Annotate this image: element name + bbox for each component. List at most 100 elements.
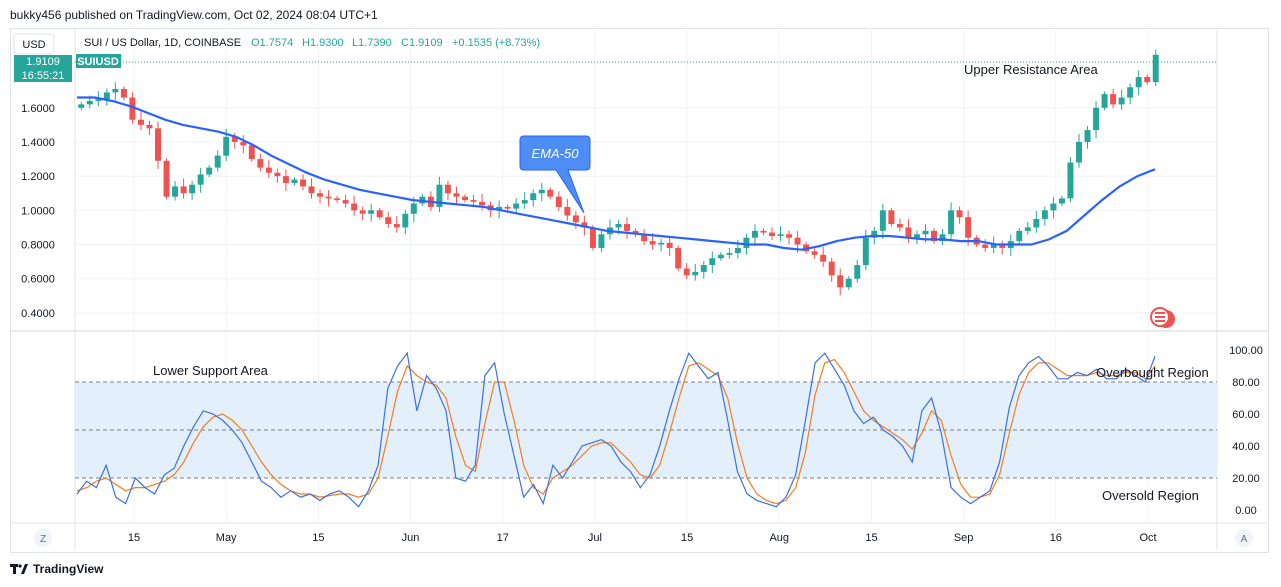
ohlc-change: +0.1535 (+8.73%): [452, 37, 540, 49]
ticker-label: SUIUSD: [77, 56, 119, 68]
bar-countdown: 16:55:21: [22, 70, 65, 82]
candle-body: [820, 254, 827, 262]
chart-frame[interactable]: [10, 28, 1269, 553]
currency-button-box[interactable]: [13, 33, 55, 55]
time-tick-label: 15: [128, 532, 140, 544]
stoch-tick-label: 40.00: [1232, 441, 1260, 453]
candle-body: [78, 104, 85, 108]
candle-body: [248, 145, 255, 160]
candle-body: [641, 234, 648, 242]
time-tick-label: 17: [497, 532, 509, 544]
candle-body: [564, 206, 571, 216]
candle-body: [862, 237, 869, 266]
candle-body: [743, 237, 750, 248]
auto-scale-button[interactable]: A: [1241, 534, 1248, 545]
time-tick-label: 15: [312, 532, 324, 544]
candle-body: [470, 200, 477, 202]
price-tick-label: 1.4000: [21, 137, 55, 149]
candle-body: [410, 203, 417, 214]
candle-body: [1135, 77, 1142, 88]
time-tick-label: 15: [681, 532, 693, 544]
candle-body: [615, 224, 622, 228]
candle-body: [103, 92, 110, 100]
candle-body: [700, 265, 707, 272]
candle-body: [1050, 203, 1057, 211]
time-tick-label: Jul: [588, 532, 602, 544]
candle-body: [598, 234, 605, 248]
candle-body: [299, 179, 306, 187]
ohlc-open: O1.7574: [251, 37, 293, 49]
price-label-box: [14, 55, 72, 82]
candle-body: [496, 206, 503, 211]
candle-body: [572, 215, 579, 223]
candle-body: [112, 88, 119, 93]
candle-body: [982, 244, 989, 248]
candle-body: [794, 237, 801, 245]
candle-body: [948, 210, 955, 235]
zoom-button-bg[interactable]: [34, 529, 52, 547]
candle-body: [845, 278, 852, 288]
stoch-tick-label: 80.00: [1232, 377, 1260, 389]
price-tick-label: 1.0000: [21, 205, 55, 217]
candle-body: [146, 124, 153, 129]
candle-body: [95, 99, 102, 101]
candle-body: [351, 203, 358, 211]
stoch-d-line: [76, 358, 1156, 505]
time-tick-label: 15: [865, 532, 877, 544]
candle-body: [675, 247, 682, 269]
candle-body: [990, 244, 997, 248]
currency-button[interactable]: USD: [22, 39, 45, 51]
candles: [78, 49, 1159, 296]
candle-body: [922, 230, 929, 235]
candle-body: [137, 119, 144, 125]
candle-body: [1144, 77, 1151, 83]
candle-body: [530, 193, 537, 201]
stoch-k-line: [76, 351, 1156, 508]
zoom-button[interactable]: Z: [40, 534, 46, 545]
stoch-tick-label: 100.00: [1229, 345, 1263, 357]
candle-body: [555, 196, 562, 207]
candle-body: [231, 136, 238, 142]
footer-brand: TradingView: [33, 562, 104, 576]
candle-body: [1033, 218, 1040, 228]
candle-body: [717, 254, 724, 259]
candle-body: [734, 247, 741, 254]
time-tick-label: Oct: [1139, 532, 1156, 544]
candle-body: [726, 253, 733, 255]
candle-body: [751, 230, 758, 238]
candle-body: [462, 196, 468, 201]
candle-body: [589, 227, 596, 248]
candle-body: [257, 159, 264, 168]
price-axis: 1.6000 1.4000 1.2000 1.0000 0.8000 0.6000 0.40…: [21, 103, 55, 320]
time-tick-label: Jun: [402, 532, 420, 544]
candle-body: [436, 184, 443, 207]
candle-body: [913, 234, 920, 238]
candle-body: [1110, 94, 1117, 105]
candle-body: [658, 242, 665, 245]
candle-body: [854, 265, 861, 279]
auto-scale-button-bg[interactable]: [1235, 529, 1253, 547]
candle-body: [1101, 94, 1108, 108]
time-tick-label: Aug: [769, 532, 789, 544]
candle-body: [956, 210, 963, 218]
candle-body: [1024, 227, 1031, 231]
candle-body: [871, 230, 878, 238]
candle-body: [1093, 107, 1100, 131]
candle-body: [649, 241, 656, 245]
price-grid: [75, 107, 1217, 314]
ema-callout-label: EMA-50: [532, 146, 580, 161]
candle-body: [931, 230, 938, 242]
ema-callout-shape: [519, 135, 591, 214]
candle-body: [385, 217, 392, 225]
candle-body: [811, 251, 818, 255]
ohlc-high: H1.9300: [302, 37, 344, 49]
us-flag-icon: [1150, 307, 1175, 328]
ema-callout: EMA-50: [519, 135, 591, 214]
candle-body: [786, 234, 793, 238]
candle-body: [905, 227, 912, 238]
candle-body: [538, 189, 545, 194]
upper-resistance-label: Upper Resistance Area: [964, 62, 1098, 77]
oversold-label: Oversold Region: [1102, 488, 1199, 503]
stoch-tick-label: 20.00: [1232, 473, 1260, 485]
